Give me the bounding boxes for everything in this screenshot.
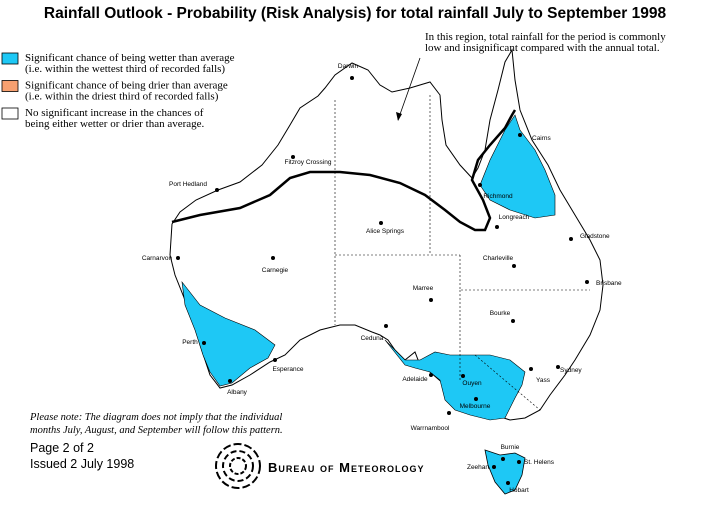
town-dot (202, 341, 206, 345)
town-label: Albany (227, 389, 248, 396)
legend-swatch (1, 52, 19, 65)
annotation: low and insignificant compared with the … (425, 42, 660, 54)
legend-text: (i.e. within the driest third of recorde… (25, 91, 219, 103)
town-label: Carnegie (262, 267, 289, 274)
page-number: Page 2 of 2 (30, 441, 94, 455)
town-dot (492, 465, 496, 469)
town-label: Sydney (560, 367, 582, 374)
town-dot (495, 225, 499, 229)
title: Rainfall Outlook - Probability (Risk Ana… (44, 5, 667, 22)
town-label: Ceduna (361, 335, 384, 342)
town-dot (429, 373, 433, 377)
town-label: Bourke (490, 310, 511, 317)
town-dot (478, 183, 482, 187)
town-label: Alice Springs (366, 228, 405, 235)
town-dot (474, 397, 478, 401)
town-dot (585, 280, 589, 284)
town-label: Adelaide (402, 376, 428, 383)
town-dot (461, 374, 465, 378)
town-label: Melbourne (460, 403, 491, 410)
town-label: Zeehan (467, 464, 489, 471)
town-dot (273, 358, 277, 362)
town-dot (556, 365, 560, 369)
tasmania (484, 449, 526, 495)
town-dot (271, 256, 275, 260)
legend-text: Significant chance of being wetter than … (25, 52, 235, 64)
town-label: Gladstone (580, 233, 610, 240)
note: months July, August, and September will … (30, 425, 283, 436)
town-dot (228, 379, 232, 383)
town-label: Longreach (499, 214, 530, 221)
town-dot (529, 367, 533, 371)
town-dot (518, 133, 522, 137)
agency-name: Bureau of Meteorology (268, 460, 424, 475)
town-dot (447, 411, 451, 415)
town-label: Burnie (501, 444, 520, 451)
town-label: Richmond (483, 193, 513, 200)
town-label: Warrnambool (411, 425, 450, 432)
town-label: Yass (536, 377, 551, 384)
legend-text: being either wetter or drier than averag… (25, 118, 205, 130)
town-label: Hobart (509, 487, 529, 494)
town-dot (384, 324, 388, 328)
legend-text: (i.e. within the wettest third of record… (25, 63, 225, 75)
annotation-arrow (397, 57, 421, 121)
town-label: Port Hedland (169, 181, 207, 188)
town-label: Brisbane (596, 280, 622, 287)
town-label: Cairns (532, 135, 552, 142)
town-label: Esperance (272, 366, 303, 373)
town-label: Charleville (483, 255, 514, 262)
town-dot (569, 237, 573, 241)
town-label: Darwin (338, 63, 359, 70)
legend-swatch (1, 107, 19, 120)
town-label: St. Helens (524, 459, 555, 466)
legend-text: No significant increase in the chances o… (25, 107, 204, 119)
state-borders (334, 95, 590, 411)
town-label: Fitzroy Crossing (285, 159, 332, 166)
arrow-head (396, 112, 402, 121)
town-dot (511, 319, 515, 323)
town-dot (517, 460, 521, 464)
town-label: Perth (182, 339, 198, 346)
dry-region-boundary (171, 109, 517, 232)
town-dot (291, 155, 295, 159)
annotation: In this region, total rainfall for the p… (425, 31, 666, 43)
logo (215, 443, 261, 489)
town-label: Marree (413, 285, 434, 292)
issue-date: Issued 2 July 1998 (30, 457, 134, 471)
town-dot (512, 264, 516, 268)
town-label: Carnarvon (142, 255, 173, 262)
town-dot (350, 76, 354, 80)
town-dot (429, 298, 433, 302)
town-dot (176, 256, 180, 260)
town-label: Ouyen (462, 380, 482, 387)
legend-text: Significant chance of being drier than a… (25, 80, 228, 92)
legend-swatch (1, 80, 19, 92)
wetter-region-ne (479, 114, 556, 219)
note: Please note: The diagram does not imply … (29, 412, 282, 423)
town-dot (379, 221, 383, 225)
town-dot (215, 188, 219, 192)
border (459, 255, 590, 291)
town-dot (501, 457, 505, 461)
mainland-outline (169, 48, 604, 421)
wetter-region-sw (181, 280, 276, 387)
town-dot (506, 481, 510, 485)
